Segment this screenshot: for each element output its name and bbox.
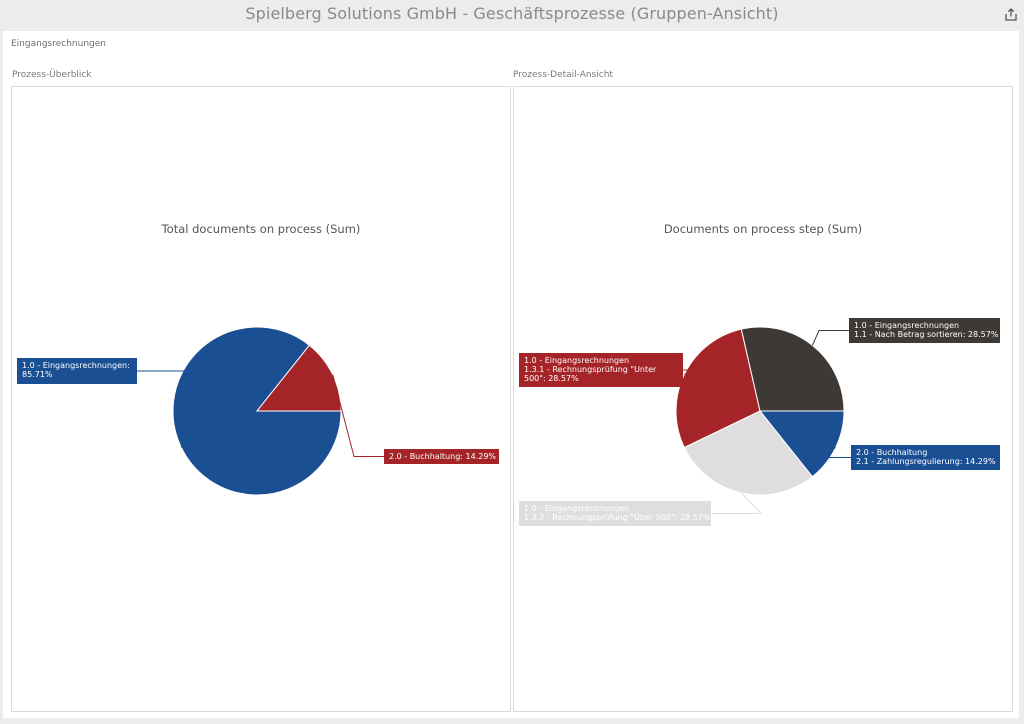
pie-slice[interactable]: [255, 344, 342, 412]
panel-label-overview: Prozess-Überblick: [12, 70, 92, 80]
slice-label: 2.0 - Buchhaltung 2.1 - Zahlungsregulieru…: [856, 448, 996, 466]
slice-label-box: [17, 358, 137, 384]
slice-label-box: [849, 318, 1000, 343]
dashboard-board: Eingangsrechnungen Prozess-Überblick Pro…: [3, 31, 1019, 718]
slice-label-box: [519, 501, 711, 526]
overview-chart-panel: Total documents on process (Sum) 1.0 - Ei…: [11, 86, 511, 712]
slice-label: 1.0 - Eingangsrechnungen 1.3.2 - Rechnung…: [524, 504, 711, 522]
pie-slice[interactable]: [683, 410, 814, 496]
slice-label: 2.0 - Buchhaltung: 14.29%: [389, 452, 496, 461]
slice-label: 1.0 - Eingangsrechnungen 1.3.1 - Rechnung…: [524, 356, 657, 383]
detail-chart-panel: Documents on process step (Sum) 2.0 - Buc…: [513, 86, 1013, 712]
detail-pie-chart: Documents on process step (Sum) 2.0 - Buc…: [519, 222, 1000, 526]
panel-label-detail: Prozess-Detail-Ansicht: [513, 70, 613, 80]
chart-title: Documents on process step (Sum): [664, 222, 862, 236]
dashboard-title: Spielberg Solutions GmbH - Geschäftsproz…: [245, 4, 779, 23]
pie-slice[interactable]: [675, 328, 761, 449]
overview-pie-chart: Total documents on process (Sum) 1.0 - Ei…: [17, 222, 499, 496]
leader-line: [811, 330, 849, 346]
slice-label: 1.0 - Eingangsrechnungen: 85.71%: [22, 361, 130, 379]
header-bar: Spielberg Solutions GmbH - Geschäftsproz…: [0, 0, 1024, 30]
slice-label-box: [384, 449, 499, 464]
share-export-icon[interactable]: [1004, 8, 1018, 22]
leader-line: [819, 447, 851, 458]
leader-line: [683, 369, 734, 376]
pie-slice[interactable]: [740, 326, 845, 412]
leader-line: [711, 492, 763, 514]
slice-label: 1.0 - Eingangsrechnungen 1.1 - Nach Betra…: [854, 321, 999, 339]
leader-line: [137, 370, 188, 448]
chart-title: Total documents on process (Sum): [161, 222, 361, 236]
slice-label-box: [519, 353, 683, 387]
slice-label-box: [851, 445, 1000, 470]
board-title: Eingangsrechnungen: [11, 39, 106, 49]
leader-line: [332, 374, 384, 457]
